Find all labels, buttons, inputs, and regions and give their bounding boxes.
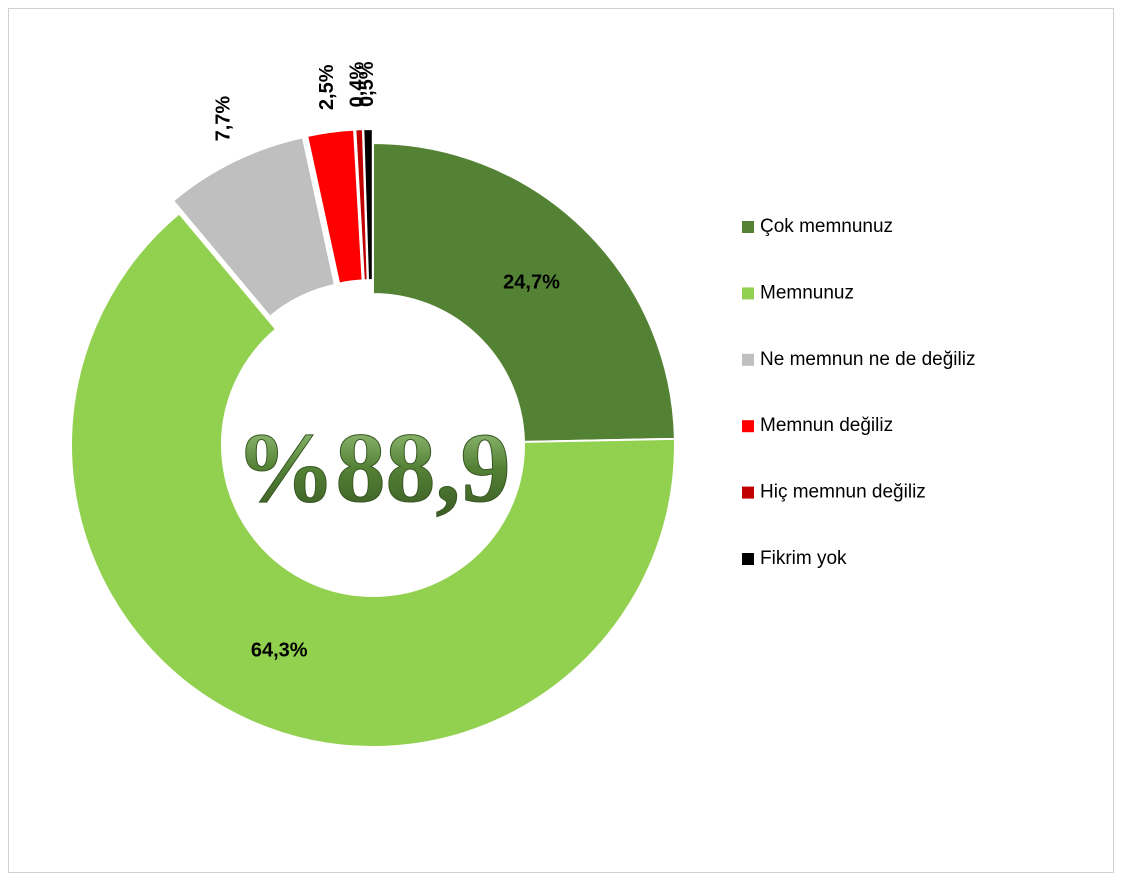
- legend-label: Hiç memnun değiliz: [760, 482, 926, 503]
- data-label: 64,3%: [251, 639, 308, 661]
- slice: [305, 128, 364, 285]
- legend-label: Fikrim yok: [760, 548, 847, 569]
- slice: [372, 141, 676, 443]
- legend-label: Memnun değiliz: [760, 415, 893, 436]
- data-label: 0,5%: [356, 61, 378, 107]
- legend-swatch: [742, 287, 754, 300]
- legend-label: Memnunuz: [760, 282, 854, 303]
- legend-swatch: [742, 486, 754, 499]
- slice: [362, 128, 374, 282]
- data-label: 0,4%: [346, 62, 368, 108]
- data-label: 24,7%: [503, 271, 560, 293]
- legend-label: Çok memnunuz: [760, 216, 893, 237]
- legend-swatch: [742, 553, 754, 565]
- legend-swatch: [742, 420, 754, 433]
- slice: [70, 211, 676, 748]
- legend-swatch: [742, 353, 754, 366]
- center-label: %88,9: [236, 412, 511, 523]
- slice: [171, 136, 337, 319]
- legend-swatch: [742, 221, 754, 233]
- data-label: 2,5%: [316, 64, 338, 110]
- legend-label: Ne memnun ne de değiliz: [760, 349, 975, 370]
- data-label: 7,7%: [213, 96, 235, 142]
